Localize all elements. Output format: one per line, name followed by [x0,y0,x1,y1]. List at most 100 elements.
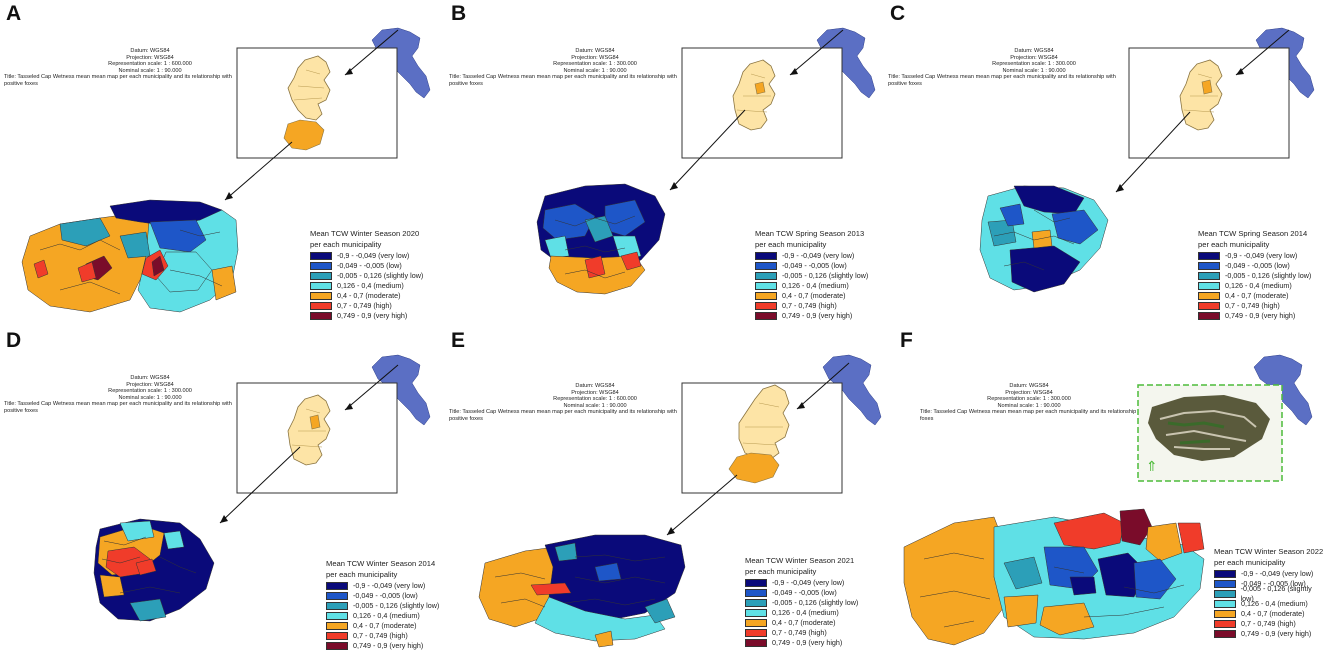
projection-text: Projection: WSG84 [126,381,174,388]
legend-subtitle: per each municipality [1198,240,1270,249]
legend-title: Mean TCW Winter Season 2020 [310,229,420,238]
map-metadata: Datum: WGS84 Projection: WSG84 Represent… [0,375,300,414]
legend-item: -0,049 - -0,005 (low) [1214,579,1325,589]
nominal-scale-text: Nominal scale: 1 : 90.000 [563,402,627,409]
region-outline [287,394,331,466]
projection-text: Projection: WSG84 [1010,54,1058,61]
legend-item: -0,9 - -0,049 (very low) [1214,569,1325,579]
arrowhead-icon [670,182,678,190]
panel-f: F Datum: WGS84 Projection: WSG84 Represe… [884,327,1325,654]
legend-item: -0,005 - 0,126 (slightly low) [310,271,423,281]
arrowhead-icon [345,68,353,75]
datum-text: Datum: WGS84 [130,48,170,54]
panel-letter: E [451,329,466,352]
province-map [21,199,239,313]
map-graphics [93,354,431,622]
legend: Mean TCW Spring Season 2014 per each mun… [1198,229,1311,321]
legend-item: 0,749 - 0,9 (very high) [755,311,868,321]
pointer-arrow [1115,111,1191,193]
legend: Mean TCW Winter Season 2022 per each mun… [1214,547,1325,639]
representation-scale-text: Representation scale: 1 : 300.000 [992,61,1076,67]
datum-text: Datum: WGS84 [1009,383,1049,389]
province-map [536,183,666,295]
pointer-arrow [219,446,301,524]
datum-text: Datum: WGS84 [575,48,615,54]
pointer-arrow [1235,29,1290,76]
legend-item: -0,049 - -0,005 (low) [310,261,423,271]
representation-scale-text: Representation scale: 1 : 300.000 [108,388,192,394]
legend-title: Mean TCW Winter Season 2022 [1214,547,1324,556]
region-division [736,73,771,113]
legend-item: -0,049 - -0,005 (low) [745,588,858,598]
panel-e: E Datum: WGS84 Projection: WSG84 Represe… [445,327,886,654]
legend-subtitle: per each municipality [310,240,382,249]
legend-item: -0,9 - -0,049 (very low) [755,251,868,261]
region-division [1183,73,1218,113]
projection-text: Projection: WSG84 [571,389,619,396]
map-title-text: Title: Tasseled Cap Wetness mean mean ma… [4,401,232,414]
arrowhead-icon [667,527,675,535]
province-map [979,185,1109,293]
legend-item: 0,7 - 0,749 (high) [755,301,868,311]
map-title-text: Title: Tasseled Cap Wetness mean mean ma… [449,409,677,422]
pointer-arrow [666,474,738,536]
legend-item: 0,749 - 0,9 (very high) [745,638,858,648]
legend-item: 0,4 - 0,7 (moderate) [1214,609,1325,619]
panel-d: D Datum: WGS84 Projection: WSG84 Represe… [0,327,441,654]
pointer-arrow [344,364,399,411]
map-title-text: Title: Tasseled Cap Wetness mean mean ma… [920,409,1169,422]
projection-text: Projection: WSG84 [1005,389,1053,396]
representation-scale-text: Representation scale: 1 : 600.000 [553,396,637,402]
north-arrow-icon: ⇑ [1146,459,1158,475]
representation-scale-text: Representation scale: 1 : 600.000 [108,61,192,67]
legend-title: Mean TCW Winter Season 2014 [326,559,436,568]
legend-item: -0,005 - 0,126 (slightly low) [745,598,858,608]
legend-item: 0,749 - 0,9 (very high) [1198,311,1311,321]
italy-icon [822,354,882,426]
pointer-arrow [796,362,850,410]
panel-a: A Datum: WGS84 Projection: WSG84 Represe… [0,0,441,327]
map-title-text: Title: Tasseled Cap Wetness mean mean ma… [888,74,1116,87]
legend-subtitle: per each municipality [745,567,817,576]
panel-letter: C [890,2,906,25]
projection-text: Projection: WSG84 [571,54,619,61]
legend-item: 0,7 - 0,749 (high) [1198,301,1311,311]
nominal-scale-text: Nominal scale: 1 : 90.000 [118,394,182,401]
map-metadata: Datum: WGS84 Projection: WSG84 Represent… [0,48,300,87]
map-graphics [536,27,876,295]
arrowhead-icon [797,402,805,409]
legend-item: 0,7 - 0,749 (high) [1214,619,1325,629]
highlighted-province [754,81,766,95]
legend: Mean TCW Winter Season 2014 per each mun… [326,559,439,651]
legend-item: -0,005 - 0,126 (slightly low) [326,601,439,611]
arrowhead-icon [1236,68,1244,75]
legend-item: -0,9 - -0,049 (very low) [310,251,423,261]
region-outline [287,55,331,121]
legend-item: -0,9 - -0,049 (very low) [1198,251,1311,261]
legend-item: 0,4 - 0,7 (moderate) [755,291,868,301]
legend-item: -0,049 - -0,005 (low) [755,261,868,271]
legend-item: 0,4 - 0,7 (moderate) [326,621,439,631]
legend-item: -0,049 - -0,005 (low) [1198,261,1311,271]
pointer-arrow [789,29,844,76]
map-title-text: Title: Tasseled Cap Wetness mean mean ma… [449,74,677,87]
map-title-text: Title: Tasseled Cap Wetness mean mean ma… [4,74,232,87]
legend-item: 0,7 - 0,749 (high) [326,631,439,641]
legend: Mean TCW Winter Season 2020 per each mun… [310,229,423,321]
legend-item: -0,9 - -0,049 (very low) [326,581,439,591]
legend-item: -0,005 - 0,126 (slightly low) [755,271,868,281]
representation-scale-text: Representation scale: 1 : 300.000 [987,396,1071,402]
region-division [293,69,325,101]
nominal-scale-text: Nominal scale: 1 : 90.000 [563,67,627,74]
satellite-terrain [1148,395,1270,461]
representation-scale-text: Representation scale: 1 : 300.000 [553,61,637,67]
map-metadata: Datum: WGS84 Projection: WSG84 Represent… [884,48,1184,87]
region-division [742,402,783,446]
datum-text: Datum: WGS84 [1014,48,1054,54]
arrowhead-icon [225,192,233,200]
arrowhead-icon [345,403,353,410]
highlighted-province [283,119,325,151]
region-outline [1179,59,1223,131]
legend-title: Mean TCW Spring Season 2013 [755,229,865,238]
terrain-shading [1159,409,1257,450]
